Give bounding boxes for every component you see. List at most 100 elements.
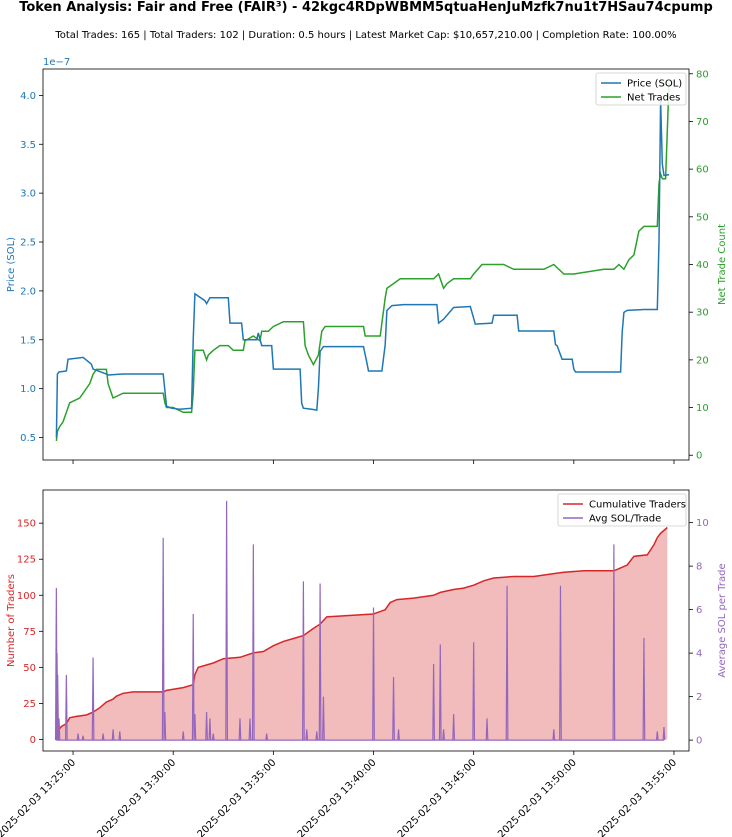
y-right-tick-label: 20 [696, 355, 709, 366]
y-left-tick-label: 75 [23, 627, 36, 638]
avg-sol-spike [161, 537, 165, 741]
avg-sol-spike [208, 718, 212, 741]
y-left-tick-label: 25 [23, 699, 36, 710]
y-right-axis-label: Net Trade Count [717, 224, 728, 305]
chart-title: Token Analysis: Fair and Free (FAIR³) - … [19, 0, 713, 15]
x-tick-label: 2025-02-03 13:45:00 [396, 757, 479, 837]
avg-sol-spike [372, 607, 375, 741]
avg-sol-spike [318, 583, 322, 741]
y-left-tick-label: 50 [23, 663, 36, 674]
y-left-tick-label: 100 [17, 591, 36, 602]
y-right-tick-label: 60 [696, 165, 709, 176]
avg-sol-spike [302, 581, 305, 741]
avg-sol-spike [163, 711, 167, 741]
chart-subtitle: Total Trades: 165 | Total Traders: 102 |… [54, 30, 676, 41]
y-left-tick-label: 2.0 [20, 286, 36, 297]
y-left-tick-label: 2.5 [20, 238, 36, 249]
avg-sol-spike [397, 729, 400, 741]
avg-sol-spike [612, 544, 616, 741]
avg-sol-spike [101, 733, 105, 741]
x-tick-label: 2025-02-03 13:35:00 [196, 757, 279, 837]
avg-sol-spike [193, 714, 197, 741]
legend-label: Price (SOL) [627, 79, 682, 90]
y-scale-label: 1e−7 [43, 57, 70, 68]
y-right-tick-label: 4 [696, 649, 702, 660]
avg-sol-spike [225, 500, 229, 741]
avg-sol-spike [559, 585, 562, 741]
avg-sol-spike [392, 677, 395, 741]
y-left-tick-label: 0 [30, 735, 36, 746]
legend-label: Avg SOL/Trade [589, 514, 661, 525]
y-right-tick-label: 0 [696, 736, 702, 747]
avg-sol-spike [505, 585, 509, 741]
y-left-tick-label: 4.0 [20, 91, 36, 102]
legend-label: Cumulative Traders [589, 500, 686, 511]
cumulative-traders-line [55, 526, 668, 739]
avg-sol-spike [191, 613, 195, 741]
avg-sol-spike [81, 735, 85, 741]
x-tick-label: 2025-02-03 13:50:00 [496, 757, 579, 837]
avg-sol-spike [655, 731, 659, 741]
plot-frame [42, 489, 690, 752]
avg-sol-spike [305, 729, 309, 741]
avg-sol-spike [64, 674, 68, 741]
price-line [55, 100, 670, 438]
avg-sol-spike [552, 729, 556, 741]
y-right-tick-label: 8 [696, 562, 702, 573]
avg-sol-spike [485, 718, 489, 741]
y-left-tick-label: 1.0 [20, 384, 36, 395]
y-right-tick-label: 10 [696, 403, 709, 414]
legend-box [557, 493, 687, 527]
y-right-tick-label: 30 [696, 308, 709, 319]
y-left-tick-label: 0.5 [20, 433, 36, 444]
y-right-tick-label: 0 [696, 451, 702, 462]
traders-panel: 0 25 50 75 100 125 150 0 2 4 6 8 10 2025-02-03 13:25:… [0, 489, 728, 837]
avg-sol-spike [472, 642, 476, 741]
avg-sol-spike [322, 696, 325, 741]
avg-sol-spike [452, 714, 456, 741]
avg-sol-spike [432, 663, 436, 741]
y-left-tick-label: 150 [17, 519, 36, 530]
y-right-axis-label: Average SOL per Trade [717, 563, 728, 677]
y-right-tick-label: 2 [696, 692, 702, 703]
avg-sol-spike [642, 637, 646, 741]
y-right-tick-label: 6 [696, 605, 702, 616]
avg-sol-spike [111, 729, 115, 741]
avg-sol-spike [251, 544, 255, 741]
x-tick-label: 2025-02-03 13:55:00 [596, 757, 679, 837]
legend-label: Net Trades [627, 93, 680, 104]
y-right-tick-label: 80 [696, 69, 709, 80]
avg-sol-spike [91, 657, 95, 741]
avg-sol-spike [205, 711, 208, 741]
avg-sol-spike [248, 718, 252, 741]
cumulative-traders-area [56, 527, 668, 740]
x-tick-label: 2025-02-03 13:25:00 [0, 757, 78, 837]
avg-sol-spike [265, 733, 269, 741]
plot-frame [42, 68, 690, 461]
avg-sol-spike [662, 727, 666, 741]
x-tick-label: 2025-02-03 13:30:00 [95, 757, 178, 837]
avg-sol-spike [238, 718, 242, 741]
y-right-tick-label: 40 [696, 260, 709, 271]
avg-sol-spike [76, 733, 80, 741]
avg-sol-spike [211, 733, 215, 741]
y-left-tick-label: 125 [17, 555, 36, 566]
avg-sol-spike [56, 674, 60, 741]
y-left-axis-label: Price (SOL) [6, 237, 17, 292]
x-tick-label: 2025-02-03 13:40:00 [296, 757, 379, 837]
y-right-tick-label: 10 [696, 518, 709, 529]
y-right-tick-label: 50 [696, 212, 709, 223]
avg-sol-spike [118, 731, 122, 741]
y-left-axis-label: Number of Traders [6, 574, 17, 667]
y-left-tick-label: 3.0 [20, 189, 36, 200]
avg-sol-spike [442, 729, 446, 741]
y-right-tick-label: 70 [696, 117, 709, 128]
y-left-tick-label: 3.5 [20, 140, 36, 151]
avg-sol-spike [315, 731, 319, 741]
avg-sol-spike [438, 644, 442, 741]
avg-sol-spike [57, 718, 61, 741]
avg-sol-spike [181, 731, 185, 741]
price-panel: 0.5 1.0 1.5 2.0 2.5 3.0 3.5 4.0 0 10 20 30 40 50 60 70 8… [6, 57, 728, 464]
net-trades-line [55, 83, 670, 441]
